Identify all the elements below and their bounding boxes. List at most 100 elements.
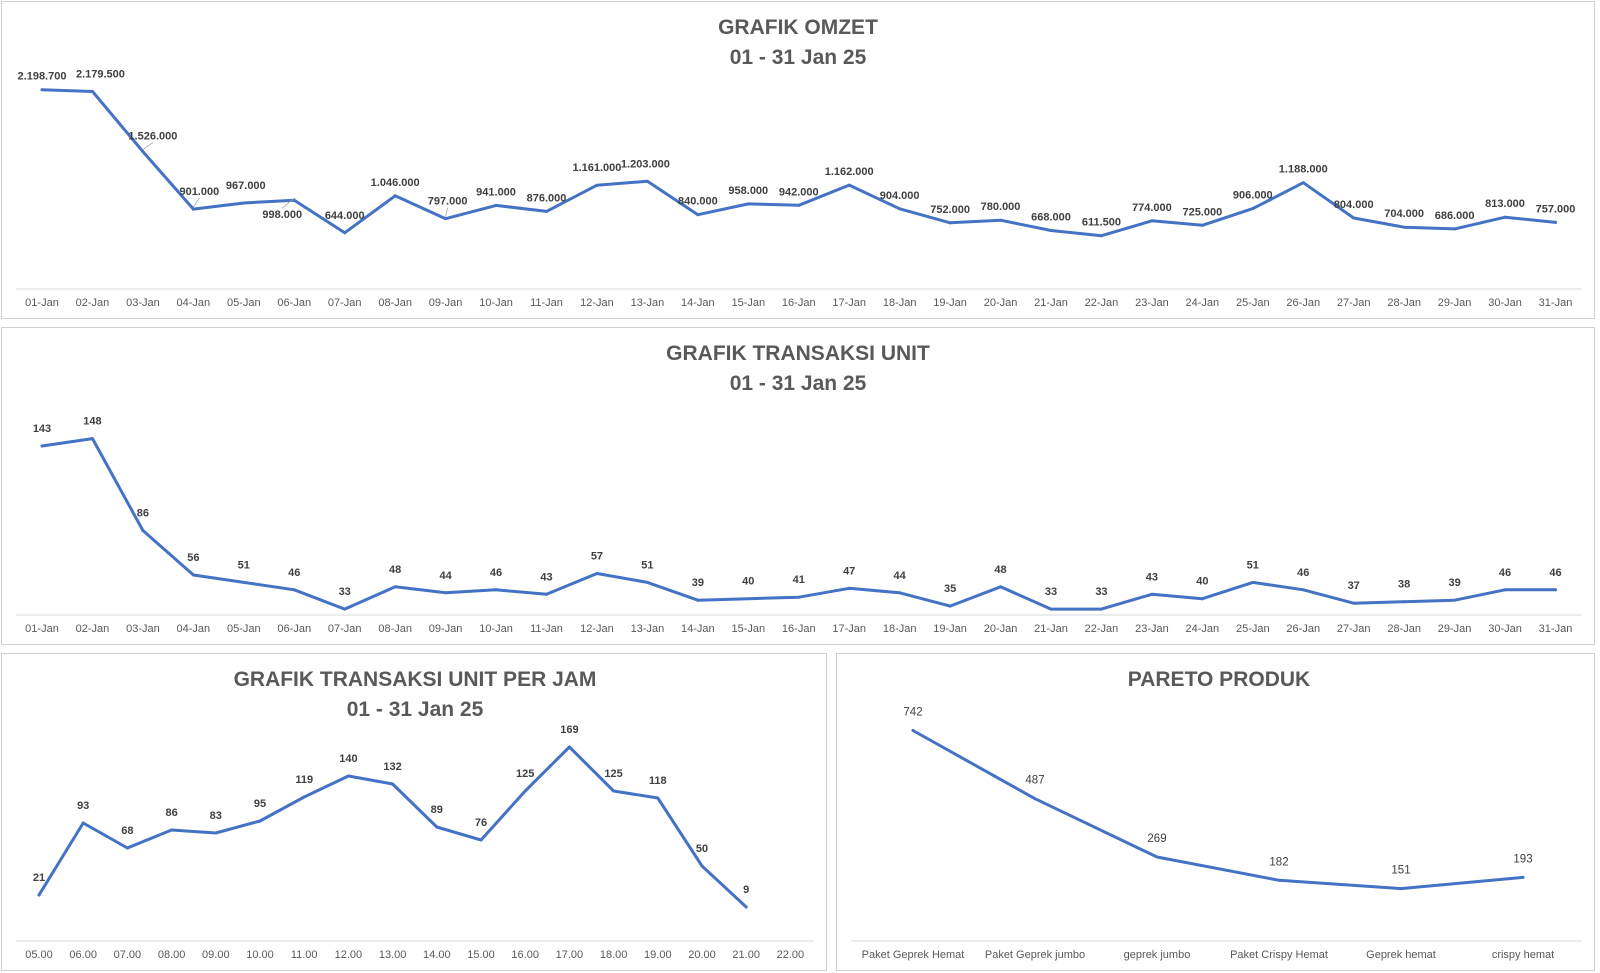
omzet-tick-label: 07-Jan bbox=[328, 297, 362, 309]
pareto-data-label: 269 bbox=[1147, 833, 1166, 845]
pareto-data-label: 193 bbox=[1513, 853, 1532, 865]
omzet-data-label: 2.198.700 bbox=[18, 71, 67, 83]
transaksi-unit-tick-label: 07-Jan bbox=[328, 623, 362, 635]
transaksi-per-jam-tick-label: 19.00 bbox=[644, 949, 672, 961]
pareto-data-point bbox=[1155, 855, 1159, 859]
transaksi-unit-data-point bbox=[1251, 580, 1255, 584]
omzet-data-label: 686.000 bbox=[1435, 210, 1475, 222]
transaksi-per-jam-data-point bbox=[258, 819, 262, 823]
omzet-data-point bbox=[1402, 225, 1406, 229]
transaksi-unit-data-point bbox=[1402, 600, 1406, 604]
transaksi-per-jam-tick-label: 12.00 bbox=[335, 949, 363, 961]
omzet-tick-label: 05-Jan bbox=[227, 297, 261, 309]
omzet-tick-label: 06-Jan bbox=[277, 297, 311, 309]
transaksi-unit-data-label: 40 bbox=[1196, 576, 1208, 588]
omzet-data-label: 958.000 bbox=[728, 185, 768, 197]
omzet-tick-label: 17-Jan bbox=[832, 297, 866, 309]
transaksi-unit-data-label: 44 bbox=[439, 570, 452, 582]
transaksi-per-jam-data-label: 50 bbox=[696, 843, 708, 855]
transaksi-unit-tick-label: 02-Jan bbox=[76, 623, 110, 635]
omzet-data-label: 967.000 bbox=[226, 180, 266, 192]
transaksi-unit-data-point bbox=[948, 604, 952, 608]
transaksi-unit-data-label: 46 bbox=[1549, 567, 1561, 579]
transaksi-unit-tick-label: 27-Jan bbox=[1337, 623, 1371, 635]
transaksi-unit-data-point bbox=[343, 607, 347, 611]
transaksi-per-jam-tick-label: 22.00 bbox=[777, 949, 805, 961]
transaksi-unit-data-label: 51 bbox=[641, 559, 653, 571]
omzet-data-point bbox=[1200, 223, 1204, 227]
omzet-data-point bbox=[90, 89, 94, 93]
transaksi-unit-data-label: 56 bbox=[187, 552, 199, 564]
omzet-data-label: 876.000 bbox=[527, 192, 567, 204]
omzet-data-label: 1.526.000 bbox=[128, 131, 177, 143]
omzet-data-label: 840.000 bbox=[678, 196, 718, 208]
omzet-data-label: 942.000 bbox=[779, 186, 819, 198]
pareto-data-label: 487 bbox=[1025, 775, 1044, 787]
transaksi-unit-tick-label: 08-Jan bbox=[378, 623, 412, 635]
transaksi-per-jam-data-point bbox=[744, 905, 748, 909]
transaksi-per-jam-data-label: 9 bbox=[743, 884, 749, 896]
transaksi-unit-tick-label: 04-Jan bbox=[177, 623, 211, 635]
transaksi-unit-tick-label: 06-Jan bbox=[277, 623, 311, 635]
omzet-tick-label: 22-Jan bbox=[1085, 297, 1119, 309]
transaksi-per-jam-data-label: 140 bbox=[339, 753, 357, 765]
omzet-tick-label: 13-Jan bbox=[631, 297, 665, 309]
omzet-tick-label: 20-Jan bbox=[984, 297, 1018, 309]
transaksi-unit-data-label: 48 bbox=[389, 564, 401, 576]
transaksi-per-jam-data-label: 21 bbox=[33, 872, 45, 884]
pareto-data-point bbox=[1399, 887, 1403, 891]
omzet-data-label: 906.000 bbox=[1233, 190, 1273, 202]
omzet-data-point bbox=[494, 203, 498, 207]
omzet-data-point bbox=[898, 207, 902, 211]
transaksi-unit-tick-label: 31-Jan bbox=[1539, 623, 1573, 635]
pareto-produk-chart-title: PARETO PRODUK bbox=[1128, 668, 1310, 691]
pareto-tick-label: Paket Geprek jumbo bbox=[985, 949, 1085, 961]
transaksi-unit-data-point bbox=[847, 586, 851, 590]
transaksi-unit-data-point bbox=[1503, 588, 1507, 592]
transaksi-unit-tick-label: 18-Jan bbox=[883, 623, 917, 635]
transaksi-unit-data-point bbox=[696, 598, 700, 602]
transaksi-unit-tick-label: 01-Jan bbox=[25, 623, 59, 635]
omzet-tick-label: 01-Jan bbox=[25, 297, 59, 309]
omzet-data-point bbox=[1453, 227, 1457, 231]
transaksi-unit-tick-label: 23-Jan bbox=[1135, 623, 1169, 635]
transaksi-per-jam-data-label: 76 bbox=[475, 817, 487, 829]
transaksi-per-jam-tick-label: 16.00 bbox=[511, 949, 539, 961]
omzet-data-label: 901.000 bbox=[179, 186, 219, 198]
transaksi-unit-tick-label: 19-Jan bbox=[933, 623, 967, 635]
transaksi-unit-data-point bbox=[292, 588, 296, 592]
transaksi-per-jam-tick-label: 10.00 bbox=[246, 949, 274, 961]
transaksi-per-jam-data-label: 68 bbox=[121, 825, 133, 837]
omzet-tick-label: 23-Jan bbox=[1135, 297, 1169, 309]
omzet-data-point bbox=[645, 179, 649, 183]
omzet-tick-label: 04-Jan bbox=[177, 297, 211, 309]
omzet-data-label: 904.000 bbox=[880, 190, 920, 202]
transaksi-per-jam-tick-label: 05.00 bbox=[25, 949, 53, 961]
transaksi-unit-data-label: 47 bbox=[843, 565, 855, 577]
omzet-data-point bbox=[1352, 216, 1356, 220]
transaksi-per-jam-data-label: 132 bbox=[383, 761, 401, 773]
transaksi-unit-data-label: 51 bbox=[1247, 559, 1259, 571]
transaksi-unit-data-label: 39 bbox=[692, 577, 704, 589]
transaksi-per-jam-data-label: 83 bbox=[210, 810, 222, 822]
transaksi-per-jam-data-point bbox=[37, 893, 41, 897]
transaksi-unit-data-point bbox=[1352, 601, 1356, 605]
omzet-data-label: 704.000 bbox=[1384, 208, 1424, 220]
transaksi-per-jam-chart-title: GRAFIK TRANSAKSI UNIT PER JAM bbox=[234, 668, 597, 691]
transaksi-unit-data-label: 44 bbox=[894, 570, 907, 582]
transaksi-per-jam-tick-label: 21.00 bbox=[732, 949, 760, 961]
omzet-data-label: 611.500 bbox=[1082, 217, 1121, 229]
transaksi-unit-data-point bbox=[1099, 607, 1103, 611]
transaksi-unit-data-point bbox=[595, 572, 599, 576]
omzet-data-point bbox=[292, 198, 296, 202]
transaksi-unit-data-point bbox=[141, 529, 145, 533]
pareto-data-point bbox=[1521, 875, 1525, 879]
omzet-data-point bbox=[191, 207, 195, 211]
pareto-data-label: 151 bbox=[1391, 865, 1410, 877]
omzet-data-label: 1.162.000 bbox=[825, 166, 874, 178]
omzet-data-point bbox=[545, 209, 548, 213]
pareto-tick-label: crispy hemat bbox=[1492, 949, 1554, 961]
omzet-data-point bbox=[999, 218, 1003, 222]
omzet-data-point bbox=[847, 183, 851, 187]
transaksi-per-jam-data-point bbox=[125, 846, 129, 850]
